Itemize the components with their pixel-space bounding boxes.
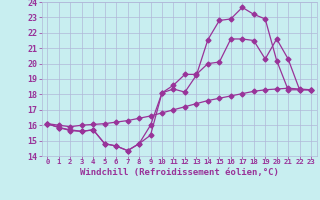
X-axis label: Windchill (Refroidissement éolien,°C): Windchill (Refroidissement éolien,°C)	[80, 168, 279, 177]
